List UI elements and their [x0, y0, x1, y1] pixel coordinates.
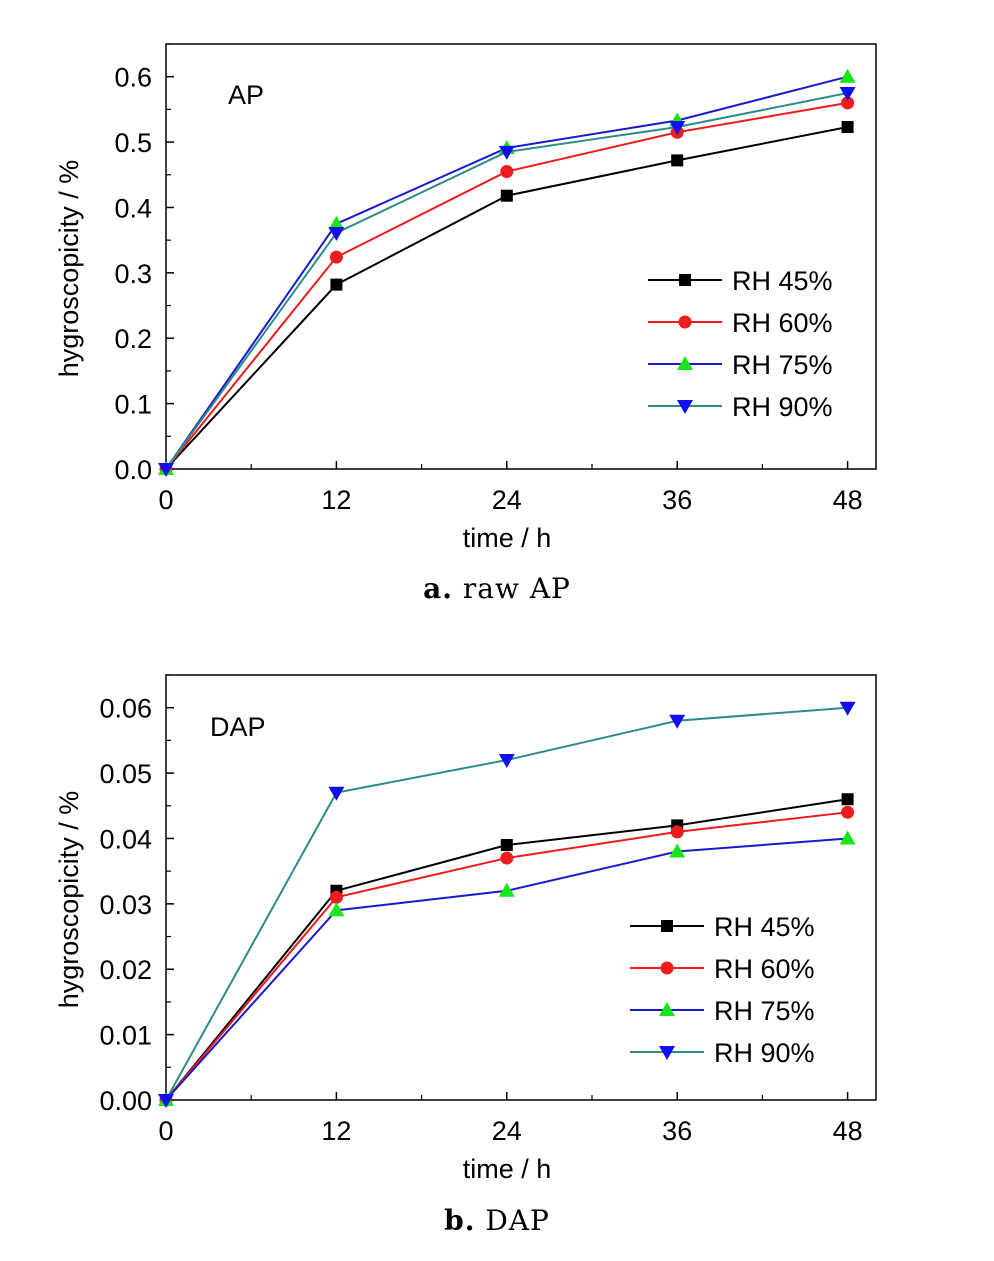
hygroscopicity-chart-raw-ap: 0 12 24 36 48 0.0 0.1 0.2 0.3 0.4 0.5 0.6 time / h hy…	[54, 43, 877, 553]
x-tick-label: 0	[158, 485, 173, 515]
data-point	[839, 830, 856, 845]
y-tick-label: 0.00	[99, 1086, 152, 1116]
series-75	[158, 830, 856, 1106]
y-tick-label: 0.3	[114, 259, 152, 289]
legend-label: RH 45%	[714, 912, 815, 942]
legend-label: RH 90%	[732, 392, 833, 422]
data-point	[500, 839, 513, 851]
data-point	[328, 902, 345, 917]
caption-text: DAP	[485, 1204, 550, 1237]
caption-letter: b.	[444, 1204, 476, 1237]
hygroscopicity-chart-dap: 0 12 24 36 48 0.00 0.01 0.02 0.03 0.04 0.05 0.06 tim…	[54, 674, 877, 1184]
y-tick-label: 0.1	[114, 390, 152, 420]
legend-label: RH 75%	[714, 996, 815, 1026]
data-point	[500, 851, 514, 865]
legend-marker	[679, 274, 691, 286]
y-tick-label: 0.4	[114, 193, 152, 223]
figure-caption-b: b. DAP	[0, 1204, 994, 1237]
caption-letter: a.	[423, 572, 453, 605]
legend-marker	[677, 400, 693, 414]
y-tick-label: 0.0	[114, 455, 152, 485]
x-tick-label: 48	[833, 1116, 863, 1146]
series-90	[158, 87, 856, 477]
y-tick-label: 0.01	[99, 1021, 152, 1051]
series-90	[158, 701, 856, 1108]
x-tick-label: 48	[833, 485, 863, 515]
data-point	[328, 786, 345, 801]
data-point	[498, 882, 515, 897]
y-axis-label: hygroscopicity / %	[54, 160, 84, 378]
x-tick-label: 36	[662, 485, 692, 515]
legend-label: RH 90%	[714, 1038, 815, 1068]
legend-marker	[677, 356, 693, 370]
data-point	[669, 843, 686, 858]
plot-frame	[165, 43, 877, 470]
legend-label: RH 45%	[732, 266, 833, 296]
y-tick-label: 0.05	[99, 759, 152, 789]
data-point	[329, 890, 343, 904]
data-point	[841, 96, 855, 110]
x-tick-label: 12	[321, 485, 351, 515]
caption-text: raw AP	[462, 572, 571, 605]
x-axis-label: time / h	[463, 1154, 552, 1184]
legend-label: RH 75%	[732, 350, 833, 380]
x-tick-label: 24	[492, 1116, 522, 1146]
data-point	[158, 1094, 174, 1108]
data-point	[498, 754, 515, 768]
data-point	[669, 121, 686, 136]
legend-label: RH 60%	[714, 954, 815, 984]
legend-marker	[678, 315, 692, 329]
x-tick-label: 12	[321, 1116, 351, 1146]
figure-caption-a: a. raw AP	[0, 572, 994, 605]
data-point	[329, 250, 343, 264]
legend-label: RH 60%	[732, 308, 833, 338]
legend-marker	[661, 920, 673, 932]
x-tick-label: 24	[492, 485, 522, 515]
legend-marker	[659, 1002, 675, 1016]
data-point	[328, 226, 345, 241]
x-tick-label: 36	[662, 1116, 692, 1146]
legend: RH 45% RH 60% RH 75% RH 90%	[630, 912, 815, 1068]
legend: RH 45% RH 60% RH 75% RH 90%	[648, 266, 833, 422]
y-tick-label: 0.02	[99, 955, 152, 985]
y-tick-label: 0.03	[99, 890, 152, 920]
data-point	[671, 154, 684, 167]
data-point	[839, 68, 856, 83]
data-point	[500, 189, 513, 202]
data-point	[328, 215, 345, 230]
data-point	[841, 805, 855, 819]
chart-panel-a: 0 12 24 36 48 0.0 0.1 0.2 0.3 0.4 0.5 0.6 time / h hy…	[0, 0, 994, 630]
panel-label: DAP	[210, 712, 266, 742]
data-point	[839, 87, 856, 102]
data-point	[839, 701, 856, 716]
data-point	[670, 825, 684, 839]
plot-frame	[165, 674, 877, 1101]
y-tick-label: 0.04	[99, 824, 152, 854]
x-tick-label: 0	[158, 1116, 173, 1146]
y-tick-label: 0.2	[114, 324, 152, 354]
data-point	[330, 278, 343, 291]
data-point	[158, 463, 174, 477]
y-tick-label: 0.6	[114, 63, 152, 93]
panel-label: AP	[228, 80, 264, 110]
y-axis-label: hygroscopicity / %	[54, 791, 84, 1009]
legend-marker	[660, 961, 674, 975]
data-point	[498, 145, 515, 160]
data-point	[841, 793, 854, 806]
chart-panel-b: 0 12 24 36 48 0.00 0.01 0.02 0.03 0.04 0.05 0.06 tim…	[0, 630, 994, 1261]
data-point	[500, 165, 514, 178]
x-axis-label: time / h	[463, 523, 552, 553]
data-point	[841, 121, 854, 134]
y-tick-label: 0.06	[99, 694, 152, 724]
y-tick-label: 0.5	[114, 128, 152, 158]
data-point	[669, 714, 686, 729]
legend-marker	[659, 1046, 675, 1060]
